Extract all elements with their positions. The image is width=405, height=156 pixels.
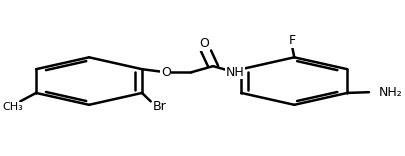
Text: CH₃: CH₃ [3,102,23,112]
Text: O: O [198,37,209,50]
Text: NH₂: NH₂ [378,86,402,99]
Text: O: O [160,66,170,79]
Text: NH: NH [225,66,243,79]
Text: Br: Br [152,100,166,113]
Text: F: F [288,34,295,47]
